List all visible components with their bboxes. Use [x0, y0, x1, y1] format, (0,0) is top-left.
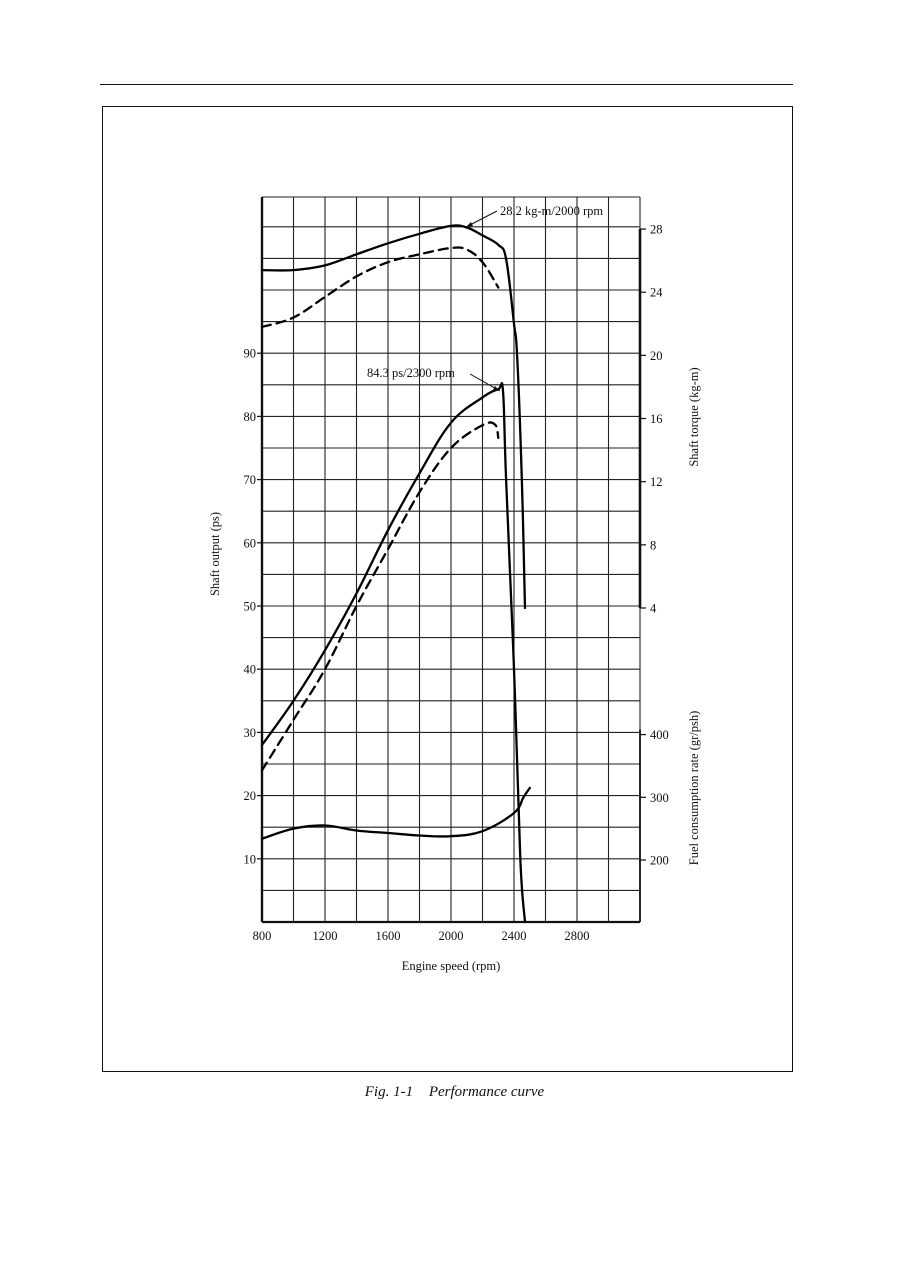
series-torque-solid	[260, 224, 527, 610]
left-tick-label: 80	[244, 410, 257, 424]
x-tick-label: 2000	[439, 929, 464, 943]
series-output-dashed	[260, 421, 500, 772]
torque-tick-label: 4	[650, 602, 657, 616]
x-tick-label: 2400	[502, 929, 527, 943]
chart-axes	[257, 197, 646, 924]
left-tick-label: 50	[244, 600, 257, 614]
torque-tick-label: 20	[650, 349, 663, 363]
torque-tick-label: 24	[650, 286, 663, 300]
figure-frame	[102, 106, 793, 1072]
left-tick-label: 10	[244, 852, 257, 866]
chart-grid	[261, 196, 641, 923]
figure-title: Performance curve	[428, 1084, 545, 1100]
left-tick-label: 60	[244, 536, 257, 550]
fuel-tick-label: 300	[650, 791, 669, 805]
x-tick-label: 1600	[376, 929, 401, 943]
left-tick-label: 90	[244, 347, 257, 361]
series-fuel-solid	[260, 786, 531, 840]
chart-series	[260, 224, 531, 924]
fuel-tick-label: 400	[650, 728, 669, 742]
chart-labels: 10 20 30 40 50 60 70 80 90 4 8 12 16 20 24 28 200 300 400 8…	[208, 204, 701, 973]
torque-peak-annotation: 28.2 kg-m/2000 rpm	[500, 204, 603, 218]
fuel-tick-label: 200	[650, 854, 669, 868]
x-tick-label: 1200	[313, 929, 338, 943]
series-torque-dashed	[260, 246, 500, 329]
left-tick-label: 20	[244, 789, 257, 803]
torque-tick-label: 16	[650, 412, 663, 426]
x-axis-title: Engine speed (rpm)	[402, 959, 501, 973]
fuel-axis-title: Fuel consumption rate (gr/psh)	[687, 711, 701, 866]
left-axis-title: Shaft output (ps)	[208, 512, 222, 596]
output-peak-annotation: 84.3 ps/2300 rpm	[367, 366, 455, 380]
left-tick-label: 40	[244, 663, 257, 677]
page-header-rule	[100, 84, 793, 85]
series-output-solid	[260, 381, 527, 924]
figure-caption: Fig. 1-1 Performance curve	[0, 1084, 909, 1101]
torque-tick-label: 8	[650, 538, 656, 552]
left-tick-label: 70	[244, 473, 257, 487]
x-tick-label: 2800	[565, 929, 590, 943]
x-tick-label: 800	[253, 929, 272, 943]
torque-tick-label: 12	[650, 475, 663, 489]
figure-number: Fig. 1-1	[364, 1084, 414, 1100]
torque-tick-label: 28	[650, 223, 663, 237]
left-tick-label: 30	[244, 726, 257, 740]
torque-axis-title: Shaft torque (kg-m)	[687, 367, 701, 466]
